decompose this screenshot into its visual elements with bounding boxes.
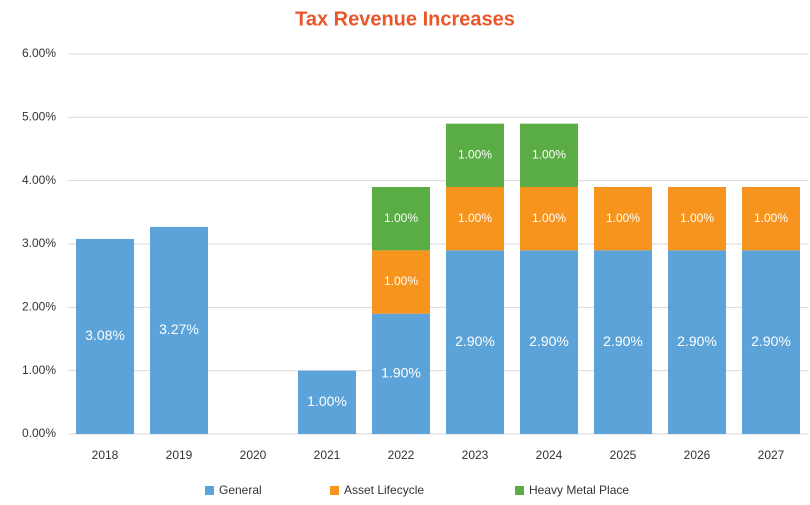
bar-segment	[520, 187, 578, 251]
bar-segment	[150, 226, 208, 434]
y-tick-label: 6.00%	[22, 46, 56, 60]
x-tick-label: 2026	[684, 448, 711, 462]
y-tick-label: 5.00%	[22, 110, 56, 124]
data-label: 2.90%	[455, 333, 495, 349]
data-label: 1.00%	[458, 148, 492, 162]
bar-segment	[594, 250, 652, 434]
bar-segment	[446, 123, 504, 187]
bar-segment	[372, 313, 430, 434]
bar-segment	[446, 250, 504, 434]
data-label: 1.00%	[754, 211, 788, 225]
bar-segment	[446, 187, 504, 251]
legend-label: General	[219, 483, 262, 497]
data-label: 2.90%	[677, 333, 717, 349]
legend-label: Asset Lifecycle	[344, 483, 424, 497]
y-tick-label: 3.00%	[22, 236, 56, 250]
data-label: 1.00%	[532, 148, 566, 162]
data-label: 1.90%	[381, 365, 421, 381]
bar-segment	[668, 250, 726, 434]
data-label: 1.00%	[532, 211, 566, 225]
data-label: 1.00%	[458, 211, 492, 225]
x-tick-label: 2023	[462, 448, 489, 462]
y-tick-label: 1.00%	[22, 363, 56, 377]
legend-swatch	[515, 486, 524, 495]
data-label: 2.90%	[529, 333, 569, 349]
x-tick-label: 2021	[314, 448, 341, 462]
data-label: 1.00%	[606, 211, 640, 225]
bar-segment	[298, 370, 356, 434]
data-label: 1.00%	[384, 274, 418, 288]
x-tick-label: 2020	[240, 448, 267, 462]
bar-segment	[668, 187, 726, 251]
legend-swatch	[205, 486, 214, 495]
x-tick-label: 2027	[758, 448, 785, 462]
bar-segment	[742, 187, 800, 251]
data-label: 3.08%	[85, 327, 125, 343]
bar-segment	[520, 250, 578, 434]
data-label: 3.27%	[159, 321, 199, 337]
x-tick-label: 2018	[92, 448, 119, 462]
bar-segment	[742, 250, 800, 434]
legend-swatch	[330, 486, 339, 495]
x-tick-label: 2019	[166, 448, 193, 462]
bar-segment	[372, 250, 430, 314]
bar-segment	[372, 187, 430, 251]
y-tick-label: 4.00%	[22, 173, 56, 187]
y-tick-label: 0.00%	[22, 426, 56, 440]
x-tick-label: 2022	[388, 448, 415, 462]
x-tick-label: 2025	[610, 448, 637, 462]
bar-segment	[594, 187, 652, 251]
data-label: 1.00%	[307, 393, 347, 409]
chart-title: Tax Revenue Increases	[295, 8, 515, 30]
bar-segment	[76, 238, 134, 434]
data-label: 1.00%	[680, 211, 714, 225]
legend-label: Heavy Metal Place	[529, 483, 629, 497]
data-label: 1.00%	[384, 211, 418, 225]
data-label: 2.90%	[603, 333, 643, 349]
y-tick-label: 2.00%	[22, 300, 56, 314]
data-label: 2.90%	[751, 333, 791, 349]
bar-segment	[520, 123, 578, 187]
x-tick-label: 2024	[536, 448, 563, 462]
